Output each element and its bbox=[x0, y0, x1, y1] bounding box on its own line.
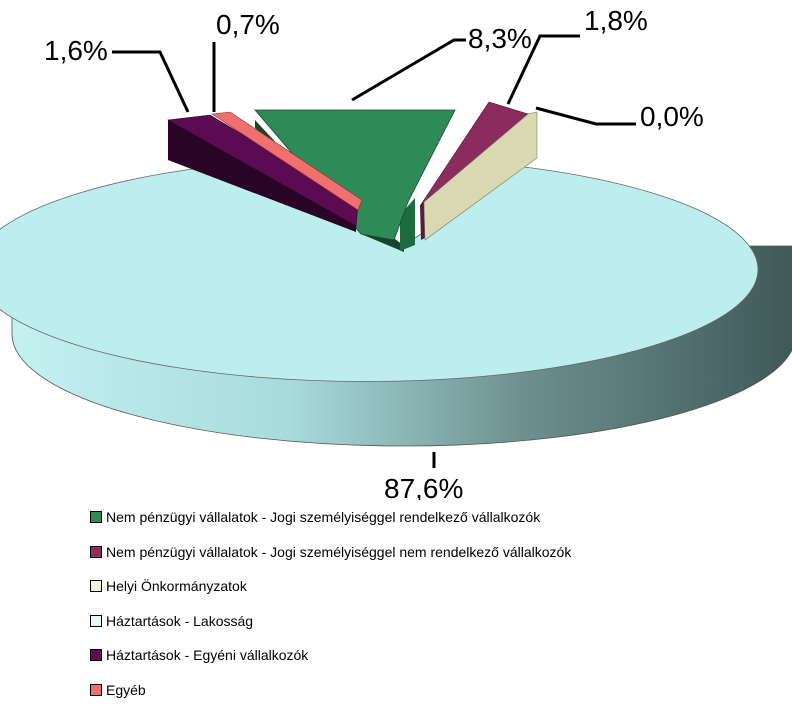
legend-item: Helyi Önkormányzatok bbox=[90, 569, 780, 604]
legend-label: Nem pénzügyi vállalatok - Jogi személyis… bbox=[106, 509, 540, 525]
label-1-8: 1,8% bbox=[584, 5, 648, 36]
legend-item: Nem pénzügyi vállalatok - Jogi személyis… bbox=[90, 500, 780, 535]
label-8-3: 8,3% bbox=[468, 23, 532, 54]
leader-line-0-0 bbox=[536, 108, 636, 124]
legend-item: Háztartások - Egyéni vállalkozók bbox=[90, 638, 780, 673]
label-1-6: 1,6% bbox=[44, 35, 108, 66]
chart-legend: Nem pénzügyi vállalatok - Jogi személyis… bbox=[90, 500, 780, 707]
legend-item: Nem pénzügyi vállalatok - Jogi személyis… bbox=[90, 535, 780, 570]
legend-label: Háztartások - Lakosság bbox=[106, 613, 253, 629]
legend-item: Háztartások - Lakosság bbox=[90, 604, 780, 639]
legend-swatch bbox=[90, 649, 102, 661]
legend-label: Háztartások - Egyéni vállalkozók bbox=[106, 647, 308, 663]
legend-label: Nem pénzügyi vállalatok - Jogi személyis… bbox=[106, 544, 571, 560]
label-0-0: 0,0% bbox=[640, 101, 704, 132]
leader-line-1-6 bbox=[112, 52, 188, 112]
label-0-7: 0,7% bbox=[216, 9, 280, 40]
label-87-6: 87,6% bbox=[384, 473, 463, 500]
legend-swatch bbox=[90, 546, 102, 558]
legend-swatch bbox=[90, 511, 102, 523]
legend-swatch bbox=[90, 580, 102, 592]
leader-line-8-3 bbox=[352, 40, 466, 100]
legend-label: Helyi Önkormányzatok bbox=[106, 578, 247, 594]
pie-chart: 1,6% 0,7% 8,3% 1,8% 0,0% 87,6% bbox=[0, 0, 792, 500]
legend-swatch bbox=[90, 684, 102, 696]
legend-swatch bbox=[90, 615, 102, 627]
legend-label: Egyéb bbox=[106, 682, 146, 698]
legend-item: Egyéb bbox=[90, 673, 780, 707]
